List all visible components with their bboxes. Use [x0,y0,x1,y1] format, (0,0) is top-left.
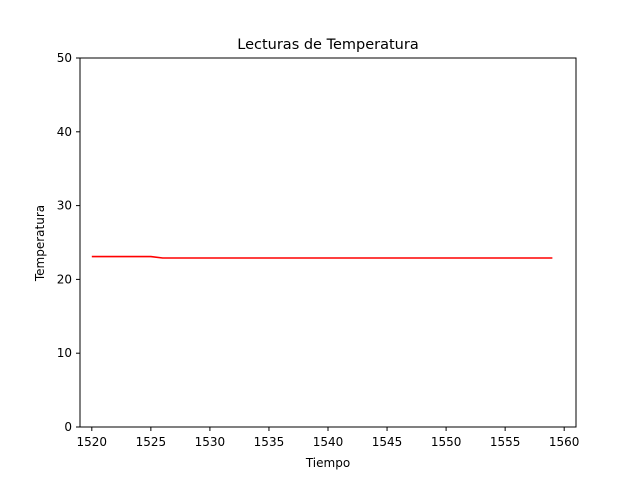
x-tick-label: 1550 [431,435,462,449]
x-tick-label: 1555 [490,435,521,449]
y-axis: 0 10 20 30 40 50 [57,51,80,434]
x-tick-label: 1520 [77,435,108,449]
y-tick-label: 30 [57,199,72,213]
x-tick-label: 1535 [254,435,285,449]
y-tick-label: 20 [57,272,72,286]
x-tick-label: 1540 [313,435,344,449]
plot-series [91,255,553,259]
x-tick-label: 1525 [136,435,167,449]
y-axis-title: Temperatura [33,205,47,282]
y-tick-label: 10 [57,346,72,360]
x-tick-label: 1545 [372,435,403,449]
temperature-series-line [91,255,553,259]
x-axis-title: Tiempo [305,456,350,470]
y-tick-label: 0 [64,420,72,434]
y-tick-label: 40 [57,125,72,139]
chart-title: Lecturas de Temperatura [237,37,418,53]
x-tick-label: 1530 [195,435,226,449]
x-tick-label: 1560 [549,435,580,449]
y-tick-label: 50 [57,51,72,65]
x-axis: 1520 1525 1530 1535 1540 1545 1550 1555 1560 [77,427,580,449]
plot-area-frame [79,57,577,428]
